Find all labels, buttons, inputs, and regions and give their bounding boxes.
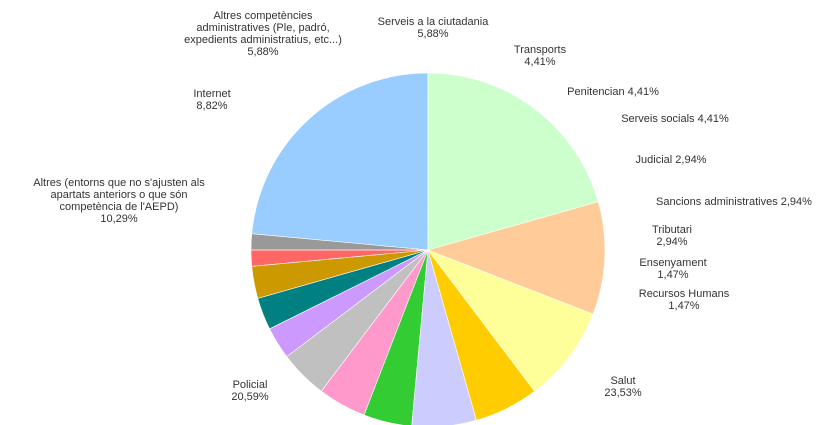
slice-label-line: 20,59% [231, 391, 269, 403]
slice-label-6: Judicial 2,94% [636, 154, 707, 166]
slice-label-line: 2,94% [656, 236, 687, 248]
slice-label-8: Penitencian 4,41% [567, 86, 659, 98]
slice-label-12: Internet 8,82% [193, 88, 230, 112]
slice-label-line: 1,47% [657, 269, 688, 281]
slice-label-line: 4,41% [524, 56, 555, 68]
slice-label-line: 1,47% [668, 300, 699, 312]
slice-label-line: Tributari [652, 224, 692, 236]
slice-label-line: competència de l'AEPD) [60, 201, 179, 213]
slice-label-3: Ensenyament 1,47% [639, 257, 706, 281]
slice-label-1: Salut 23,53% [604, 375, 642, 399]
slice-label-line: Judicial 2,94% [636, 154, 707, 166]
slice-label-2: Recursos Humans 1,47% [639, 288, 730, 312]
slice-label-line: 5,88% [417, 28, 448, 40]
slice-label-line: Penitencian 4,41% [567, 86, 659, 98]
slice-label-line: Ensenyament [639, 257, 706, 269]
slice-label-10: Serveis a la ciutadania 5,88% [378, 16, 490, 40]
slice-label-11: Altres competències administratives (Ple,… [184, 10, 342, 58]
slice-label-line: 5,88% [247, 46, 278, 58]
pie-slice-12 [427, 249, 594, 392]
slice-label-4: Tributari 2,94% [652, 224, 692, 248]
pie-slice-14 [427, 72, 599, 251]
slice-label-line: Recursos Humans [639, 288, 730, 300]
slice-label-5: Sancions administratives 2,94% [656, 196, 812, 208]
pie-slices [250, 72, 606, 425]
pie-slice-9 [363, 249, 429, 425]
slice-label-line: 23,53% [604, 387, 642, 399]
slice-labels: Salut 23,53%Recursos Humans 1,47%Ensenyame… [33, 10, 812, 403]
slice-label-line: Internet [193, 88, 230, 100]
slice-label-line: administratives (Ple, padró, [196, 22, 329, 34]
slice-label-line: Serveis socials 4,41% [621, 113, 729, 125]
slice-label-line: Salut [610, 375, 635, 387]
pie-slice-13 [427, 201, 606, 315]
slice-label-line: apartats anteriors o que són [51, 189, 188, 201]
slice-label-line: Serveis a la ciutadania [378, 16, 490, 28]
slice-label-line: 8,82% [196, 100, 227, 112]
slice-label-9: Transports 4,41% [514, 44, 567, 68]
slice-label-line: Policial [233, 379, 268, 391]
slice-label-line: Transports [514, 44, 567, 56]
slice-label-line: Sancions administratives 2,94% [656, 196, 812, 208]
slice-label-line: expedients administratius, etc...) [184, 34, 342, 46]
slice-label-14: Policial 20,59% [231, 379, 269, 403]
slice-label-7: Serveis socials 4,41% [621, 113, 729, 125]
slice-label-13: Altres (entorns que no s'ajusten als apar… [33, 177, 205, 225]
pie-slice-1 [251, 72, 429, 251]
slice-label-line: 10,29% [100, 213, 138, 225]
slice-label-line: Altres (entorns que no s'ajusten als [33, 177, 205, 189]
slice-label-line: Altres competències [213, 10, 313, 22]
